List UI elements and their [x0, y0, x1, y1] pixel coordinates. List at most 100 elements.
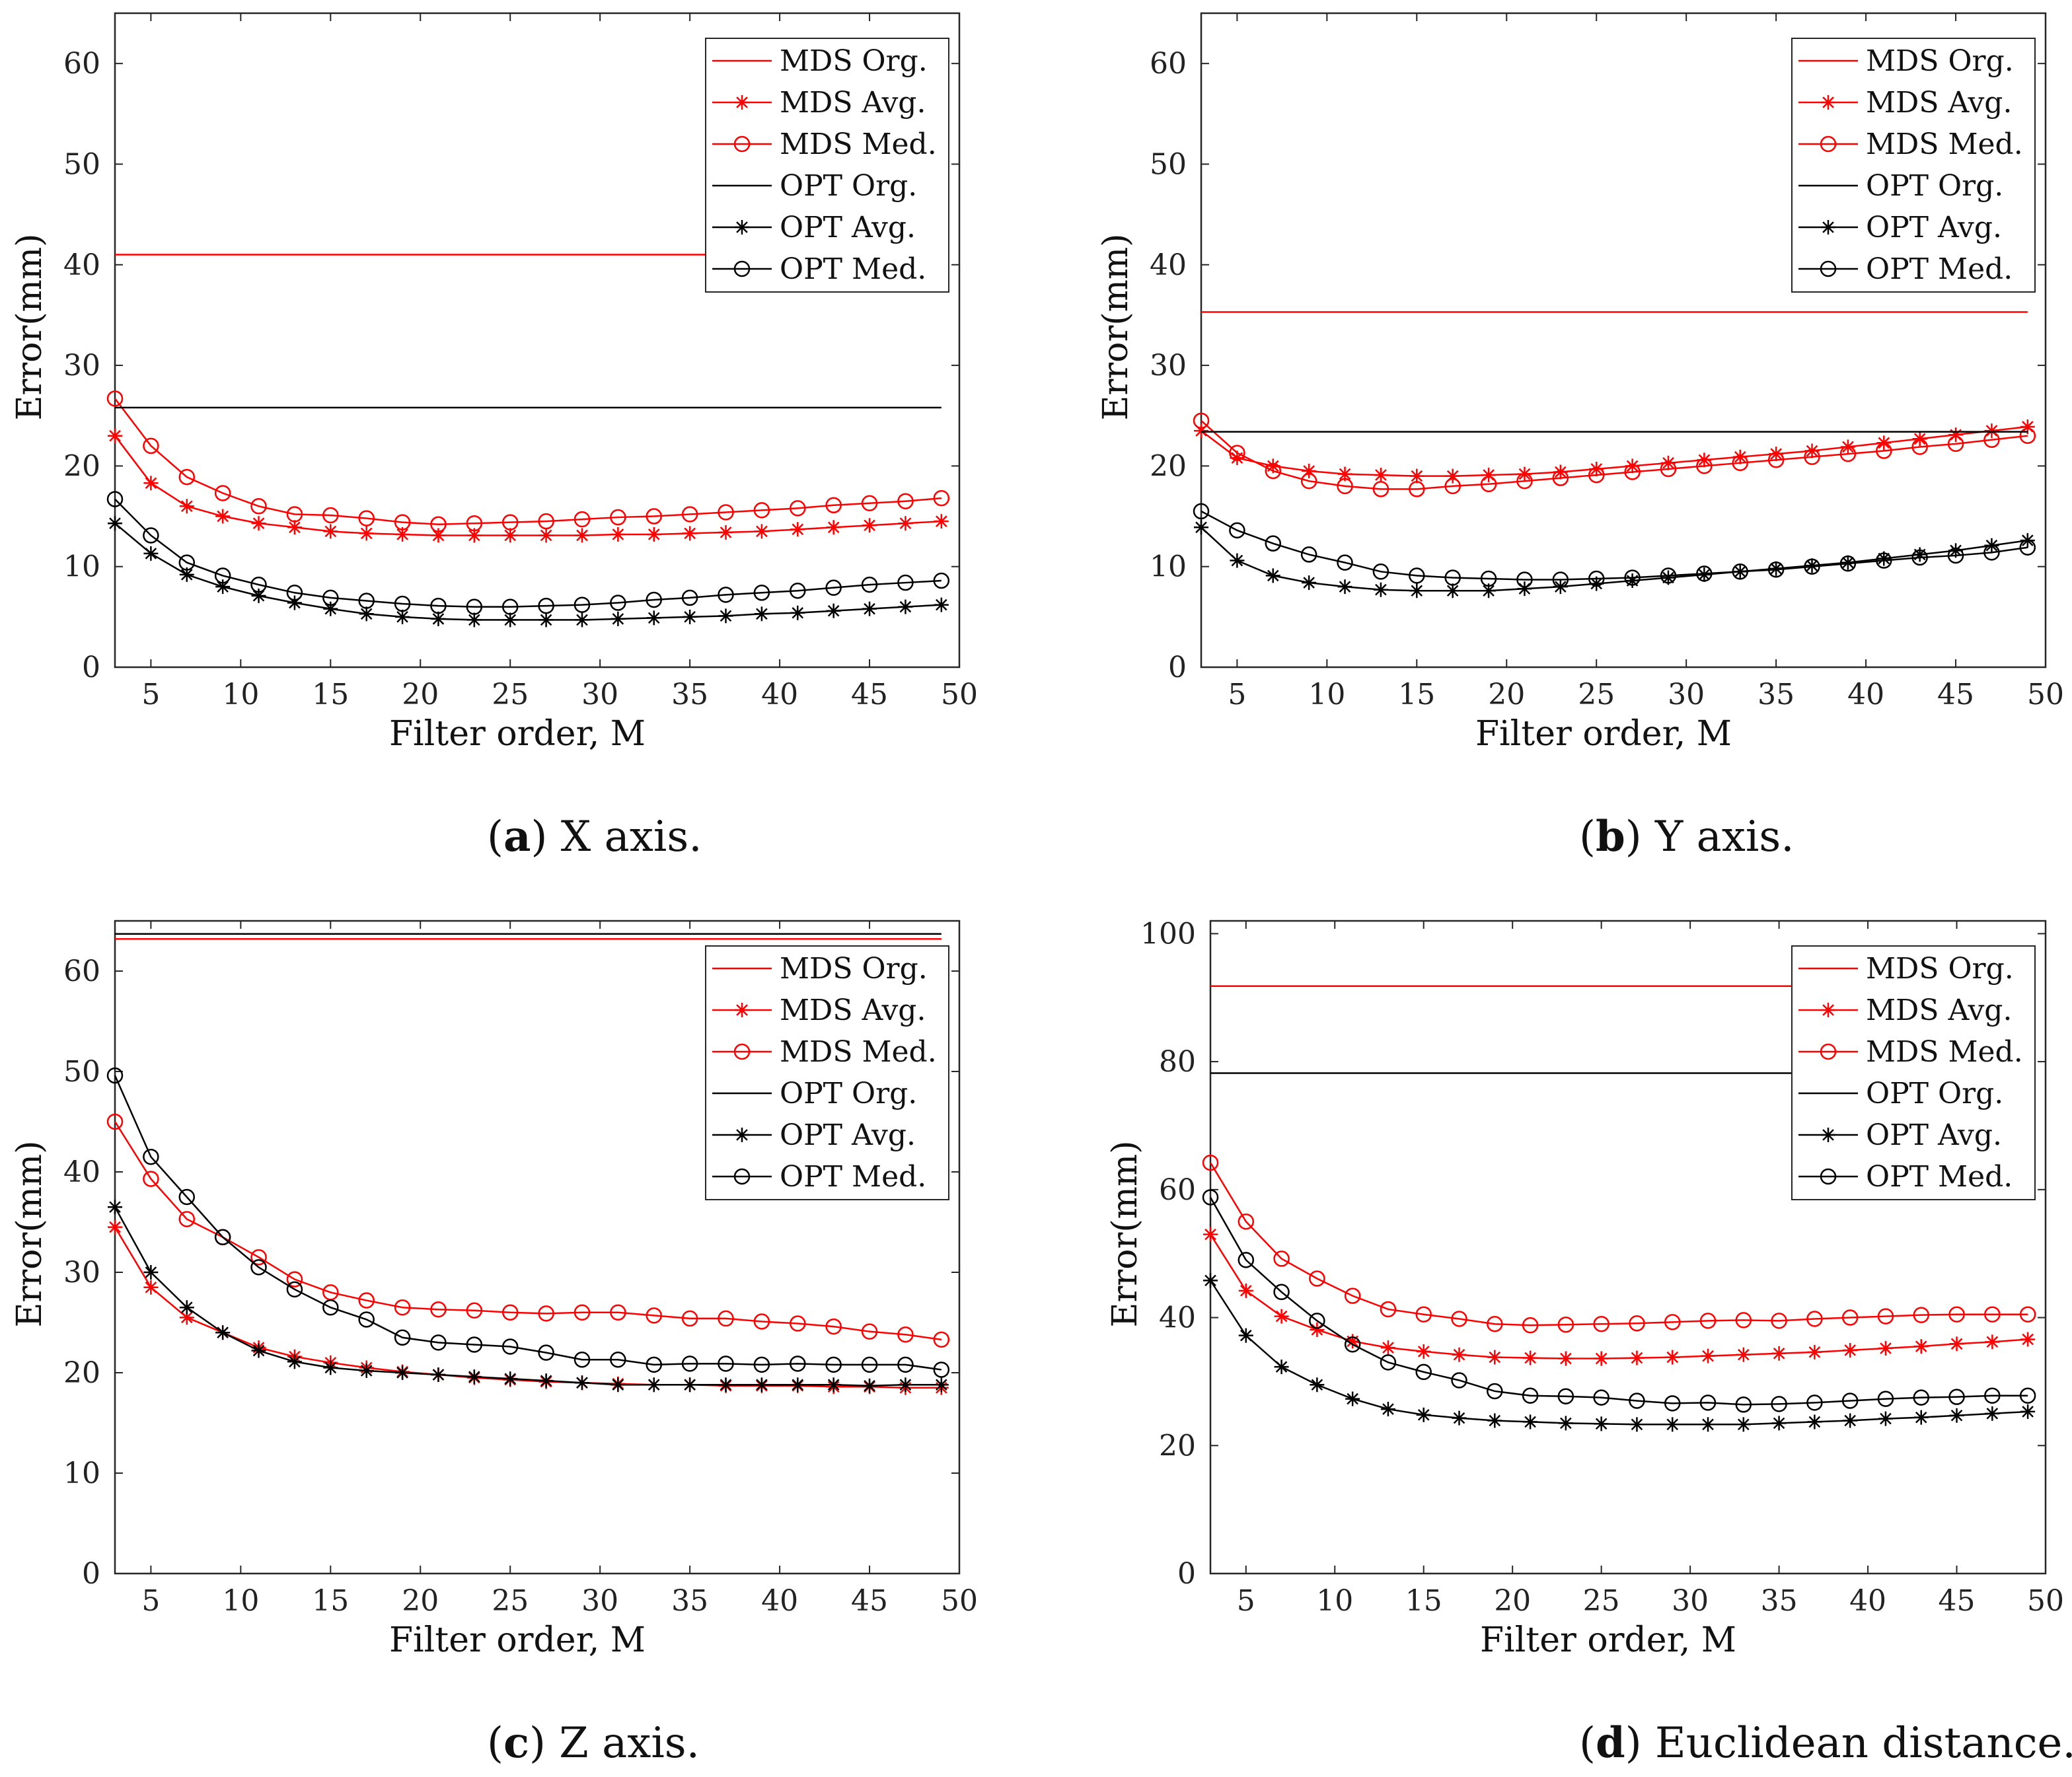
data-point: [394, 514, 411, 530]
data-point: [250, 1249, 267, 1266]
data-point: [322, 589, 339, 606]
data-point: [1593, 1389, 1610, 1406]
data-point: [466, 612, 482, 628]
y-tick-label: 40: [63, 1155, 100, 1189]
data-point: [825, 579, 842, 596]
legend-box: [1791, 38, 2036, 293]
data-point: [431, 528, 446, 543]
y-axis-label: Error(mm): [1105, 1140, 1145, 1327]
data-point: [1948, 1389, 1965, 1405]
legend-marker: [1821, 220, 1835, 235]
data-point: [143, 476, 159, 491]
data-point: [1947, 547, 1964, 564]
y-axis-label: Error(mm): [10, 233, 50, 420]
x-tick-label: 20: [1488, 678, 1525, 711]
data-point: [431, 1367, 446, 1383]
y-tick-label: 0: [82, 651, 100, 684]
data-point: [1985, 1334, 2000, 1350]
legend-label: MDS Avg.: [780, 86, 926, 120]
x-tick-label: 10: [1308, 678, 1345, 711]
data-point: [1913, 1389, 1929, 1406]
data-point: [790, 522, 805, 537]
y-tick-label: 60: [63, 955, 100, 988]
y-tick-label: 50: [63, 147, 100, 181]
data-point: [610, 509, 626, 526]
data-point: [1487, 1383, 1503, 1400]
data-point: [143, 1171, 159, 1187]
data-point: [1373, 468, 1388, 483]
data-point: [1841, 1309, 1859, 1326]
data-point: [538, 528, 554, 543]
legend-label: OPT Org.: [1866, 169, 2003, 203]
x-tick-label: 45: [1939, 1584, 1976, 1618]
data-point: [1983, 544, 2000, 561]
legend-marker: [735, 1128, 749, 1142]
data-point: [1877, 1308, 1894, 1324]
data-point: [466, 1336, 483, 1353]
data-point: [1309, 1270, 1325, 1287]
data-point: [106, 1113, 124, 1130]
data-point: [1372, 563, 1389, 580]
data-point: [1203, 1227, 1218, 1242]
data-point: [430, 597, 447, 614]
caption-text: Y axis.: [1642, 813, 1794, 861]
legend-label: OPT Med.: [1866, 1160, 2013, 1194]
x-tick-label: 45: [1937, 678, 1974, 711]
data-point: [681, 589, 698, 606]
data-point: [1522, 1387, 1539, 1404]
data-point: [1380, 1301, 1397, 1318]
y-tick-label: 10: [63, 550, 100, 584]
data-point: [1660, 567, 1677, 584]
data-point: [861, 495, 878, 511]
y-tick-label: 0: [1177, 1557, 1196, 1591]
data-point: [1444, 569, 1461, 586]
y-tick-label: 20: [63, 1356, 100, 1390]
data-point: [1912, 547, 1927, 562]
data-point: [897, 574, 914, 591]
data-point: [1238, 1214, 1255, 1230]
legend-label: MDS Med.: [780, 127, 937, 161]
data-point: [1238, 1252, 1255, 1268]
caption-letter: c: [503, 1718, 529, 1768]
data-point: [1300, 472, 1317, 490]
caption-text: X axis.: [547, 813, 702, 861]
data-point: [861, 1356, 878, 1373]
data-point: [503, 528, 518, 543]
x-tick-label: 5: [141, 1584, 160, 1618]
data-point: [466, 1369, 482, 1385]
data-point: [1337, 554, 1353, 571]
data-point: [323, 524, 338, 539]
data-point: [681, 506, 698, 523]
x-tick-label: 35: [1761, 1584, 1798, 1618]
data-point: [718, 525, 733, 540]
x-tick-label: 50: [2027, 1584, 2064, 1618]
data-point: [1629, 1350, 1645, 1365]
legend-marker: [1820, 1043, 1837, 1060]
data-point: [1344, 1287, 1361, 1304]
data-point: [1588, 570, 1605, 587]
data-point: [1522, 1317, 1539, 1334]
data-point: [178, 1211, 196, 1227]
data-point: [1767, 562, 1785, 578]
data-point: [1947, 435, 1964, 453]
data-point: [1416, 1407, 1431, 1422]
data-point: [610, 595, 626, 611]
data-point: [1804, 558, 1820, 573]
series-mds-med: [106, 390, 950, 532]
data-point: [1624, 569, 1641, 586]
data-point: [287, 520, 302, 535]
data-point: [1380, 1402, 1395, 1417]
data-point: [754, 1377, 769, 1393]
series-opt-med: [106, 1067, 950, 1378]
data-point: [646, 1307, 662, 1324]
legend-label: MDS Org.: [780, 44, 928, 78]
data-point: [250, 498, 267, 515]
x-tick-label: 15: [1405, 1584, 1442, 1618]
data-point: [790, 1356, 806, 1372]
data-point: [1664, 1395, 1681, 1412]
data-point: [574, 528, 589, 543]
x-tick-label: 35: [1758, 678, 1794, 711]
data-point: [179, 1300, 194, 1315]
data-point: [1452, 1347, 1467, 1362]
data-point: [1337, 478, 1353, 495]
